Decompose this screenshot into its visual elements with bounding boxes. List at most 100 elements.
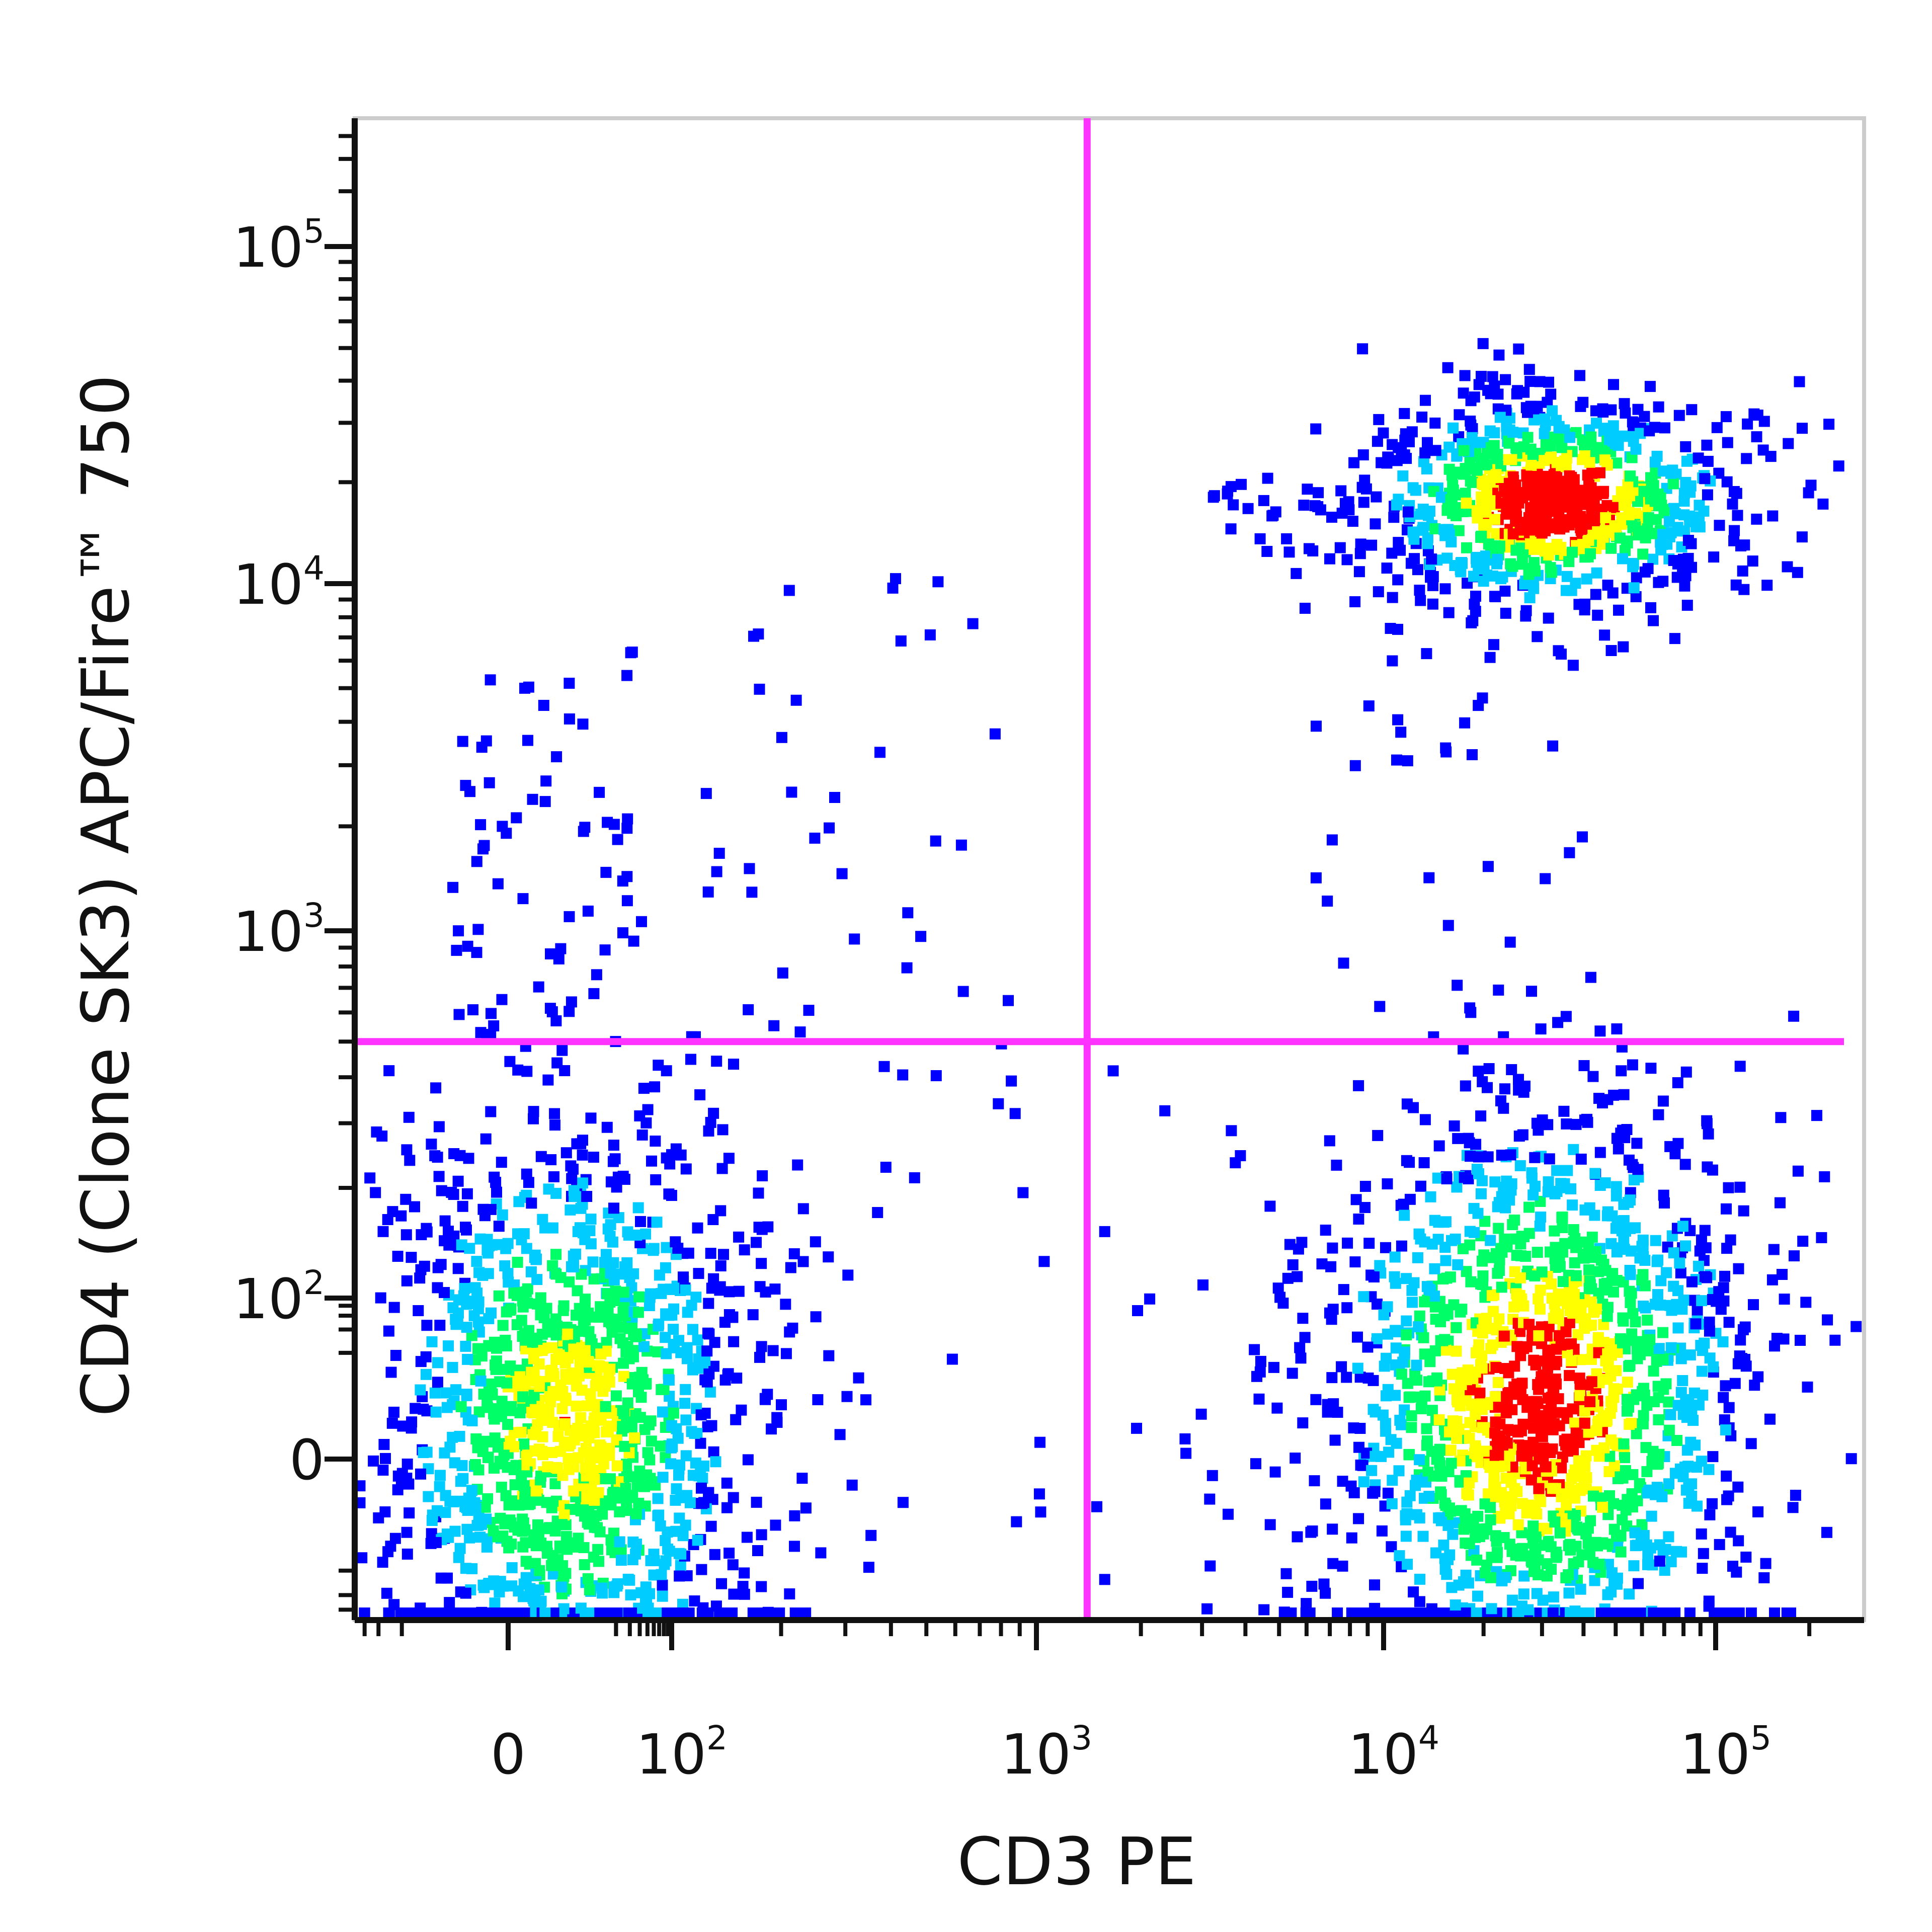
event-dot bbox=[1630, 1316, 1641, 1328]
event-dot bbox=[753, 1222, 765, 1233]
event-dot bbox=[1797, 423, 1808, 434]
event-dot bbox=[1567, 660, 1579, 671]
event-dot bbox=[601, 1337, 612, 1348]
event-dot bbox=[1411, 1375, 1423, 1386]
event-dot bbox=[433, 1171, 445, 1182]
event-dot bbox=[1500, 1181, 1511, 1193]
event-dot bbox=[1394, 1607, 1406, 1619]
event-dot bbox=[1683, 510, 1695, 522]
event-dot bbox=[1679, 1159, 1691, 1170]
event-dot bbox=[1341, 554, 1353, 566]
event-dot bbox=[682, 1307, 693, 1318]
event-dot bbox=[739, 1588, 750, 1600]
event-dot bbox=[672, 1243, 684, 1254]
event-dot bbox=[789, 1510, 800, 1521]
event-dot bbox=[1627, 416, 1638, 428]
event-dot bbox=[687, 1324, 698, 1335]
event-dot bbox=[375, 1292, 386, 1304]
event-dot bbox=[1415, 1180, 1426, 1192]
event-dot bbox=[1491, 1536, 1502, 1547]
event-dot bbox=[1414, 1454, 1425, 1466]
event-dot bbox=[696, 1564, 707, 1575]
event-dot bbox=[708, 1360, 719, 1372]
event-dot bbox=[621, 1416, 632, 1428]
event-dot bbox=[1620, 500, 1632, 511]
event-dot bbox=[1564, 1317, 1575, 1329]
event-dot bbox=[1345, 1480, 1357, 1492]
event-dot bbox=[1573, 599, 1585, 610]
event-dot bbox=[1488, 639, 1499, 651]
event-dot bbox=[1563, 556, 1575, 568]
event-dot bbox=[388, 1406, 399, 1418]
event-dot bbox=[628, 1329, 639, 1340]
event-dot bbox=[457, 1200, 468, 1212]
event-dot bbox=[1702, 1161, 1713, 1173]
event-dot bbox=[1800, 1297, 1812, 1308]
event-dot bbox=[1292, 1531, 1303, 1543]
event-dot bbox=[1698, 1548, 1709, 1559]
event-dot bbox=[403, 1478, 415, 1490]
event-dot bbox=[1584, 1396, 1596, 1407]
event-dot bbox=[1493, 1197, 1505, 1209]
event-dot bbox=[1686, 404, 1698, 416]
event-dot bbox=[603, 1495, 615, 1507]
event-dot bbox=[1306, 1580, 1318, 1592]
event-dot bbox=[1761, 580, 1773, 591]
event-dot bbox=[1159, 1105, 1171, 1116]
event-dot bbox=[1500, 607, 1511, 619]
event-dot bbox=[865, 1530, 877, 1541]
event-dot bbox=[1484, 495, 1496, 507]
event-dot bbox=[1396, 1369, 1407, 1380]
event-dot bbox=[1493, 1377, 1504, 1388]
event-dot bbox=[1282, 1272, 1294, 1284]
event-dot bbox=[1401, 1155, 1412, 1166]
event-dot bbox=[932, 576, 944, 588]
event-dot bbox=[702, 886, 714, 898]
event-dot bbox=[1035, 1506, 1046, 1518]
event-dot bbox=[597, 1508, 608, 1520]
event-dot bbox=[535, 1292, 546, 1304]
event-dot bbox=[1472, 1510, 1484, 1522]
event-dot bbox=[383, 1065, 395, 1077]
event-dot bbox=[797, 1203, 809, 1215]
event-dot bbox=[1461, 498, 1472, 509]
y-tick-label: 104 bbox=[233, 549, 325, 617]
event-dot bbox=[1254, 533, 1266, 544]
event-dot bbox=[588, 1273, 600, 1284]
event-dot bbox=[1515, 1425, 1527, 1436]
event-dot bbox=[377, 1465, 389, 1476]
event-dot bbox=[534, 1565, 545, 1576]
event-dot bbox=[566, 1173, 578, 1184]
event-dot bbox=[404, 1155, 416, 1166]
event-dot bbox=[1433, 1512, 1444, 1524]
event-dot bbox=[1833, 460, 1844, 472]
event-dot bbox=[1429, 1263, 1440, 1274]
event-dot bbox=[453, 1552, 464, 1563]
event-dot bbox=[708, 1273, 719, 1284]
event-dot bbox=[522, 1283, 533, 1295]
event-dot bbox=[1575, 1306, 1587, 1318]
event-dot bbox=[674, 1570, 685, 1582]
event-dot bbox=[593, 1312, 604, 1323]
event-dot bbox=[1489, 514, 1500, 525]
event-dot bbox=[1451, 1432, 1463, 1444]
event-dot bbox=[649, 1081, 661, 1093]
event-dot bbox=[1659, 1565, 1670, 1576]
event-dot bbox=[1555, 1178, 1567, 1189]
event-dot bbox=[1686, 1490, 1698, 1502]
event-dot bbox=[673, 1548, 685, 1559]
event-dot bbox=[1646, 1510, 1657, 1522]
event-dot bbox=[1439, 1563, 1451, 1575]
event-dot bbox=[564, 1006, 575, 1017]
event-dot bbox=[1650, 1235, 1661, 1246]
event-dot bbox=[1332, 1407, 1343, 1418]
event-dot bbox=[716, 1163, 728, 1174]
event-dot bbox=[1429, 1301, 1441, 1313]
event-dot bbox=[1539, 428, 1550, 439]
event-dot bbox=[1099, 1226, 1110, 1237]
event-dot bbox=[1608, 379, 1619, 390]
event-dot bbox=[1477, 1270, 1489, 1281]
event-dot bbox=[618, 1371, 629, 1382]
event-dot bbox=[1648, 615, 1659, 626]
